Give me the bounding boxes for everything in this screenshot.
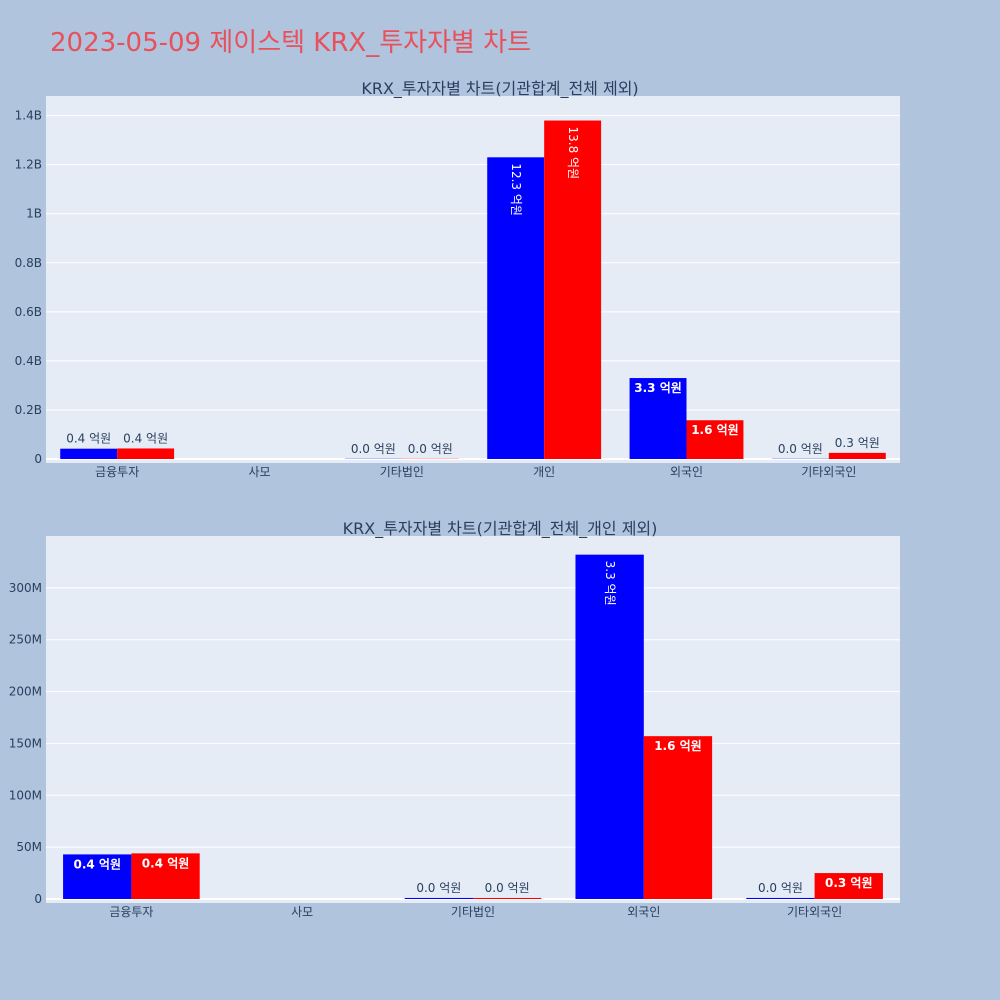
bar (746, 897, 815, 899)
y-tick-label: 0.2B (15, 403, 42, 417)
data-label: 0.0 억원 (416, 881, 461, 895)
x-tick-label: 기타외국인 (801, 465, 856, 479)
plot-area (46, 96, 900, 463)
y-tick-label: 0.8B (15, 256, 42, 270)
data-label: 0.4 억원 (73, 857, 121, 871)
bar (487, 157, 545, 459)
bar (131, 853, 200, 899)
y-tick-label: 1.2B (15, 158, 42, 172)
data-label: 0.0 억원 (758, 881, 803, 895)
y-tick-label: 0.4B (15, 354, 42, 368)
bar (814, 873, 883, 899)
x-tick-label: 금융투자 (95, 465, 139, 479)
x-tick-label: 개인 (533, 465, 555, 479)
y-tick-label: 0 (34, 892, 42, 906)
data-label: 13.8 억원 (566, 127, 580, 180)
data-label: 0.3 억원 (825, 876, 873, 890)
subplot-title: KRX_투자자별 차트(기관합계_전체 제외) (361, 79, 638, 99)
x-tick-label: 외국인 (627, 905, 660, 919)
y-tick-label: 1.4B (15, 109, 42, 123)
bar (686, 420, 744, 459)
data-label: 1.6 억원 (691, 423, 739, 437)
bar (544, 120, 602, 459)
x-tick-label: 기타법인 (451, 905, 495, 919)
y-tick-label: 150M (9, 736, 42, 750)
data-label: 0.4 억원 (123, 431, 168, 445)
bar (629, 378, 687, 459)
subplot-title: KRX_투자자별 차트(기관합계_전체_개인 제외) (343, 519, 658, 539)
plot-area (46, 536, 900, 903)
data-label: 0.0 억원 (408, 442, 453, 456)
y-tick-label: 200M (9, 685, 42, 699)
x-tick-label: 사모 (291, 905, 313, 919)
x-tick-label: 금융투자 (109, 905, 153, 919)
y-tick-label: 0.6B (15, 305, 42, 319)
y-tick-label: 50M (16, 840, 42, 854)
x-tick-label: 사모 (248, 465, 270, 479)
data-label: 0.4 억원 (66, 432, 111, 446)
bar (60, 448, 118, 459)
data-label: 0.0 억원 (485, 881, 530, 895)
bar (828, 452, 886, 459)
data-label: 1.6 억원 (654, 739, 702, 753)
data-label: 0.0 억원 (778, 442, 823, 456)
y-tick-label: 100M (9, 788, 42, 802)
page-title: 2023-05-09 제이스텍 KRX_투자자별 차트 (50, 28, 532, 58)
y-tick-label: 300M (9, 581, 42, 595)
data-label: 3.3 억원 (634, 381, 682, 395)
bar (404, 897, 473, 899)
x-tick-label: 기타법인 (380, 465, 424, 479)
bar (643, 736, 713, 899)
y-tick-label: 0 (34, 452, 42, 466)
bar (63, 854, 132, 899)
bar (117, 448, 175, 459)
data-label: 0.3 억원 (835, 436, 880, 450)
bar (473, 897, 542, 899)
data-label: 12.3 억원 (509, 163, 523, 216)
data-label: 3.3 억원 (603, 561, 617, 606)
data-label: 0.4 억원 (142, 856, 190, 870)
x-tick-label: 외국인 (670, 465, 703, 479)
y-tick-label: 1B (26, 207, 42, 221)
x-tick-label: 기타외국인 (787, 905, 842, 919)
bar (575, 554, 644, 899)
data-label: 0.0 억원 (351, 442, 396, 456)
y-tick-label: 250M (9, 633, 42, 647)
